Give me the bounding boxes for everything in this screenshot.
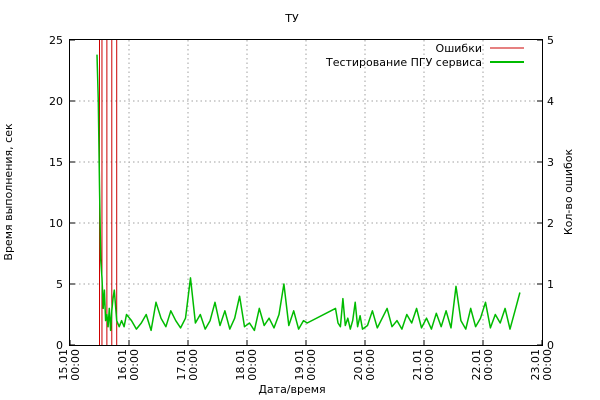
y2-tick-label: 1 [547, 278, 554, 291]
y-tick-label: 10 [49, 217, 63, 230]
y2-axis-label: Кол-во ошибок [562, 148, 575, 235]
y2-tick-labels: 0 1 2 3 4 5 [547, 34, 554, 352]
x-tick-label-group: 23.01 00:00 [529, 349, 554, 381]
y-tick-label: 5 [56, 278, 63, 291]
y-tick-labels: 0 5 10 15 20 25 [49, 34, 63, 352]
y-tick-label: 20 [49, 95, 63, 108]
x-tick-label-group: 16.01 00:00 [116, 349, 141, 381]
y2-tick-label: 5 [547, 34, 554, 47]
x-tick-date: 17.01 [175, 349, 188, 381]
ticks [69, 39, 543, 346]
x-tick-date: 21.01 [411, 349, 424, 381]
x-tick-label-group: 21.01 00:00 [411, 349, 436, 381]
x-tick-time: 00:00 [305, 349, 318, 381]
series-layer [96, 40, 521, 345]
y-tick-label: 15 [49, 156, 63, 169]
plot-frame [69, 39, 543, 346]
x-tick-time: 00:00 [187, 349, 200, 381]
legend-label-service: Тестирование ПГУ сервиса [325, 56, 482, 69]
legend-label-errors: Ошибки [436, 42, 482, 55]
x-tick-time: 00:00 [482, 349, 495, 381]
x-tick-date: 20.01 [352, 349, 365, 381]
y-axis-label: Время выполнения, сек [2, 123, 15, 261]
x-tick-time: 00:00 [69, 349, 82, 381]
response-time-line [96, 54, 521, 332]
x-tick-date: 19.01 [293, 349, 306, 381]
x-tick-label-group: 20.01 00:00 [352, 349, 377, 381]
y2-tick-label: 3 [547, 156, 554, 169]
x-tick-label-group: 15.01 00:00 [57, 349, 82, 381]
y-tick-label: 0 [56, 339, 63, 352]
y2-tick-label: 0 [547, 339, 554, 352]
y-tick-label: 25 [49, 34, 63, 47]
x-tick-date: 23.01 [529, 349, 542, 381]
x-tick-label-group: 22.01 00:00 [470, 349, 495, 381]
y2-tick-label: 2 [547, 217, 554, 230]
x-tick-labels: 15.01 00:00 16.01 00:00 17.01 00:00 18.01 00:00… [57, 349, 554, 381]
x-tick-time: 00:00 [541, 349, 554, 381]
x-tick-time: 00:00 [423, 349, 436, 381]
x-tick-date: 18.01 [234, 349, 247, 381]
x-tick-time: 00:00 [128, 349, 141, 381]
y2-tick-label: 4 [547, 95, 554, 108]
x-tick-time: 00:00 [364, 349, 377, 381]
grid [70, 40, 542, 345]
x-tick-date: 22.01 [470, 349, 483, 381]
chart-title: ТУ [284, 12, 299, 25]
x-tick-time: 00:00 [246, 349, 259, 381]
x-tick-label-group: 19.01 00:00 [293, 349, 318, 381]
x-tick-date: 15.01 [57, 349, 70, 381]
x-tick-date: 16.01 [116, 349, 129, 381]
x-axis-label: Дата/время [258, 383, 325, 396]
x-tick-label-group: 17.01 00:00 [175, 349, 200, 381]
x-tick-label-group: 18.01 00:00 [234, 349, 259, 381]
